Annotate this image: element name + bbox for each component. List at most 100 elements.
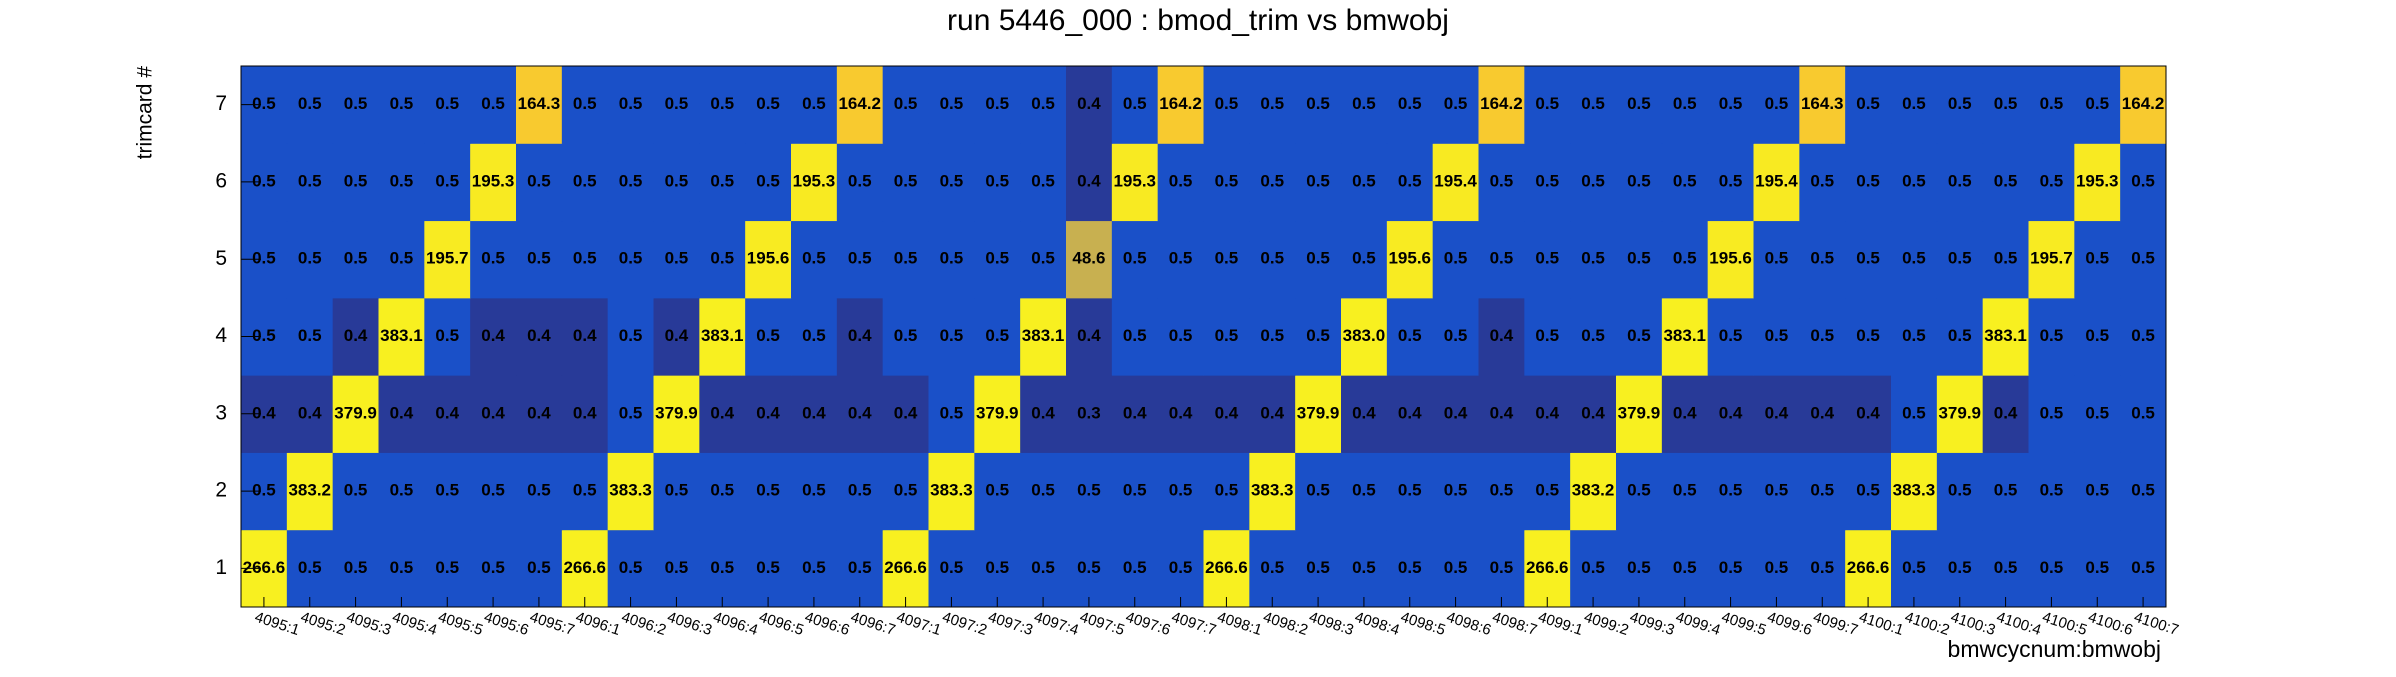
heatmap-cell	[1753, 452, 1800, 531]
heatmap-cell	[1295, 452, 1342, 531]
cell-label: 0.5	[1169, 558, 1193, 577]
x-tick-label: 4100:4	[1994, 609, 2043, 639]
heatmap-cell	[378, 529, 425, 608]
heatmap-cell	[1432, 66, 1479, 144]
cell-label: 0.5	[940, 326, 964, 345]
heatmap-cell	[2028, 375, 2075, 453]
heatmap-cell	[1936, 297, 1984, 376]
cell-label: 0.5	[1444, 249, 1468, 268]
cell-label: 0.5	[1581, 249, 1605, 268]
cell-label: 0.5	[1215, 249, 1239, 268]
cell-label: 0.5	[2131, 558, 2155, 577]
cell-label: 0.5	[940, 94, 964, 113]
cell-label: 383.1	[701, 326, 744, 345]
cell-label: 0.5	[985, 481, 1009, 500]
heatmap-cell	[1799, 66, 1846, 144]
cell-label: 266.6	[1526, 558, 1569, 577]
cell-label: 0.5	[1031, 171, 1055, 190]
heatmap-cell	[1936, 66, 1984, 144]
heatmap-cell	[653, 452, 700, 531]
cell-label: 0.5	[1627, 558, 1651, 577]
cell-label: 0.5	[1306, 326, 1330, 345]
cell-label: 0.5	[1765, 249, 1789, 268]
cell-label: 0.5	[1398, 481, 1422, 500]
x-tick-label: 4098:6	[1444, 609, 1493, 639]
heatmap-cell	[1936, 452, 1984, 531]
cell-label: 0.5	[1994, 249, 2018, 268]
cell-label: 0.4	[1765, 403, 1789, 422]
cell-label: 383.1	[1022, 326, 1065, 345]
cell-label: 0.4	[1169, 403, 1193, 422]
heatmap-cell	[607, 452, 654, 531]
cell-label: 0.5	[1352, 94, 1376, 113]
heatmap-cell	[699, 297, 746, 376]
cell-label: 383.1	[1663, 326, 1706, 345]
cell-label: 0.5	[1535, 249, 1559, 268]
cell-label: 0.5	[573, 481, 597, 500]
heatmap-cell	[1157, 143, 1204, 222]
heatmap-cell	[1432, 529, 1479, 608]
chart-title: run 5446_000 : bmod_trim vs bmwobj	[947, 4, 1449, 37]
heatmap-cell	[2028, 66, 2075, 144]
heatmap-cell	[378, 143, 425, 222]
heatmap-cell	[470, 452, 517, 531]
cell-label: 0.4	[390, 403, 414, 422]
heatmap-cell	[1845, 529, 1892, 608]
heatmap-cell	[1157, 452, 1204, 531]
heatmap-cell	[653, 220, 700, 299]
cell-label: 0.4	[1856, 403, 1880, 422]
cell-label: 0.5	[1765, 558, 1789, 577]
heatmap-cell	[791, 143, 838, 222]
heatmap-cell	[653, 66, 700, 144]
cell-label: 0.5	[619, 249, 643, 268]
cell-label: 0.5	[1031, 249, 1055, 268]
heatmap-cell	[1707, 529, 1754, 608]
cell-label: 0.3	[1077, 403, 1101, 422]
cell-label: 0.5	[1856, 326, 1880, 345]
cell-label: 0.5	[1627, 249, 1651, 268]
cell-label: 0.4	[481, 403, 505, 422]
cell-label: 0.5	[1215, 326, 1239, 345]
y-tick-label: 6	[215, 169, 227, 192]
cell-label: 0.5	[1031, 558, 1055, 577]
x-tick-label: 4100:6	[2086, 609, 2135, 639]
cell-label: 0.4	[252, 403, 276, 422]
heatmap-cell	[1295, 375, 1342, 453]
heatmap-cell	[836, 297, 884, 376]
heatmap-cell	[424, 66, 471, 144]
cell-label: 0.4	[1077, 326, 1101, 345]
heatmap-cell	[1157, 529, 1204, 608]
cell-label: 0.5	[2085, 249, 2109, 268]
heatmap-cell	[2120, 297, 2167, 376]
heatmap-cell	[1249, 452, 1296, 531]
cell-label: 0.5	[619, 326, 643, 345]
heatmap-cell	[791, 375, 838, 453]
cell-label: 0.5	[665, 558, 689, 577]
cell-label: 0.5	[2131, 403, 2155, 422]
x-tick-label: 4095:7	[528, 609, 577, 639]
x-tick-label: 4096:5	[757, 609, 806, 639]
x-tick-label: 4096:4	[711, 609, 760, 639]
cell-label: 0.5	[940, 171, 964, 190]
cell-label: 0.5	[252, 171, 276, 190]
cell-label: 0.5	[619, 403, 643, 422]
heatmap-cell	[1432, 297, 1479, 376]
cell-label: 0.5	[1535, 94, 1559, 113]
heatmap-cell	[1707, 66, 1754, 144]
cell-label: 0.5	[1398, 558, 1422, 577]
heatmap-cell	[882, 220, 929, 299]
cell-label: 383.3	[1251, 481, 1294, 500]
heatmap-cell	[607, 529, 654, 608]
cell-label: 0.5	[802, 558, 826, 577]
cell-label: 0.5	[894, 94, 918, 113]
heatmap-cell	[699, 66, 746, 144]
heatmap-cell	[1616, 297, 1663, 376]
cell-label: 0.5	[1260, 558, 1284, 577]
x-tick-label: 4095:5	[436, 609, 485, 639]
y-tick-label: 1	[215, 556, 227, 579]
cell-label: 0.5	[1856, 249, 1880, 268]
heatmap-cell	[2074, 66, 2121, 144]
heatmap-cell	[1982, 529, 2029, 608]
heatmap-cell	[424, 143, 471, 222]
heatmap-cell	[286, 143, 334, 222]
